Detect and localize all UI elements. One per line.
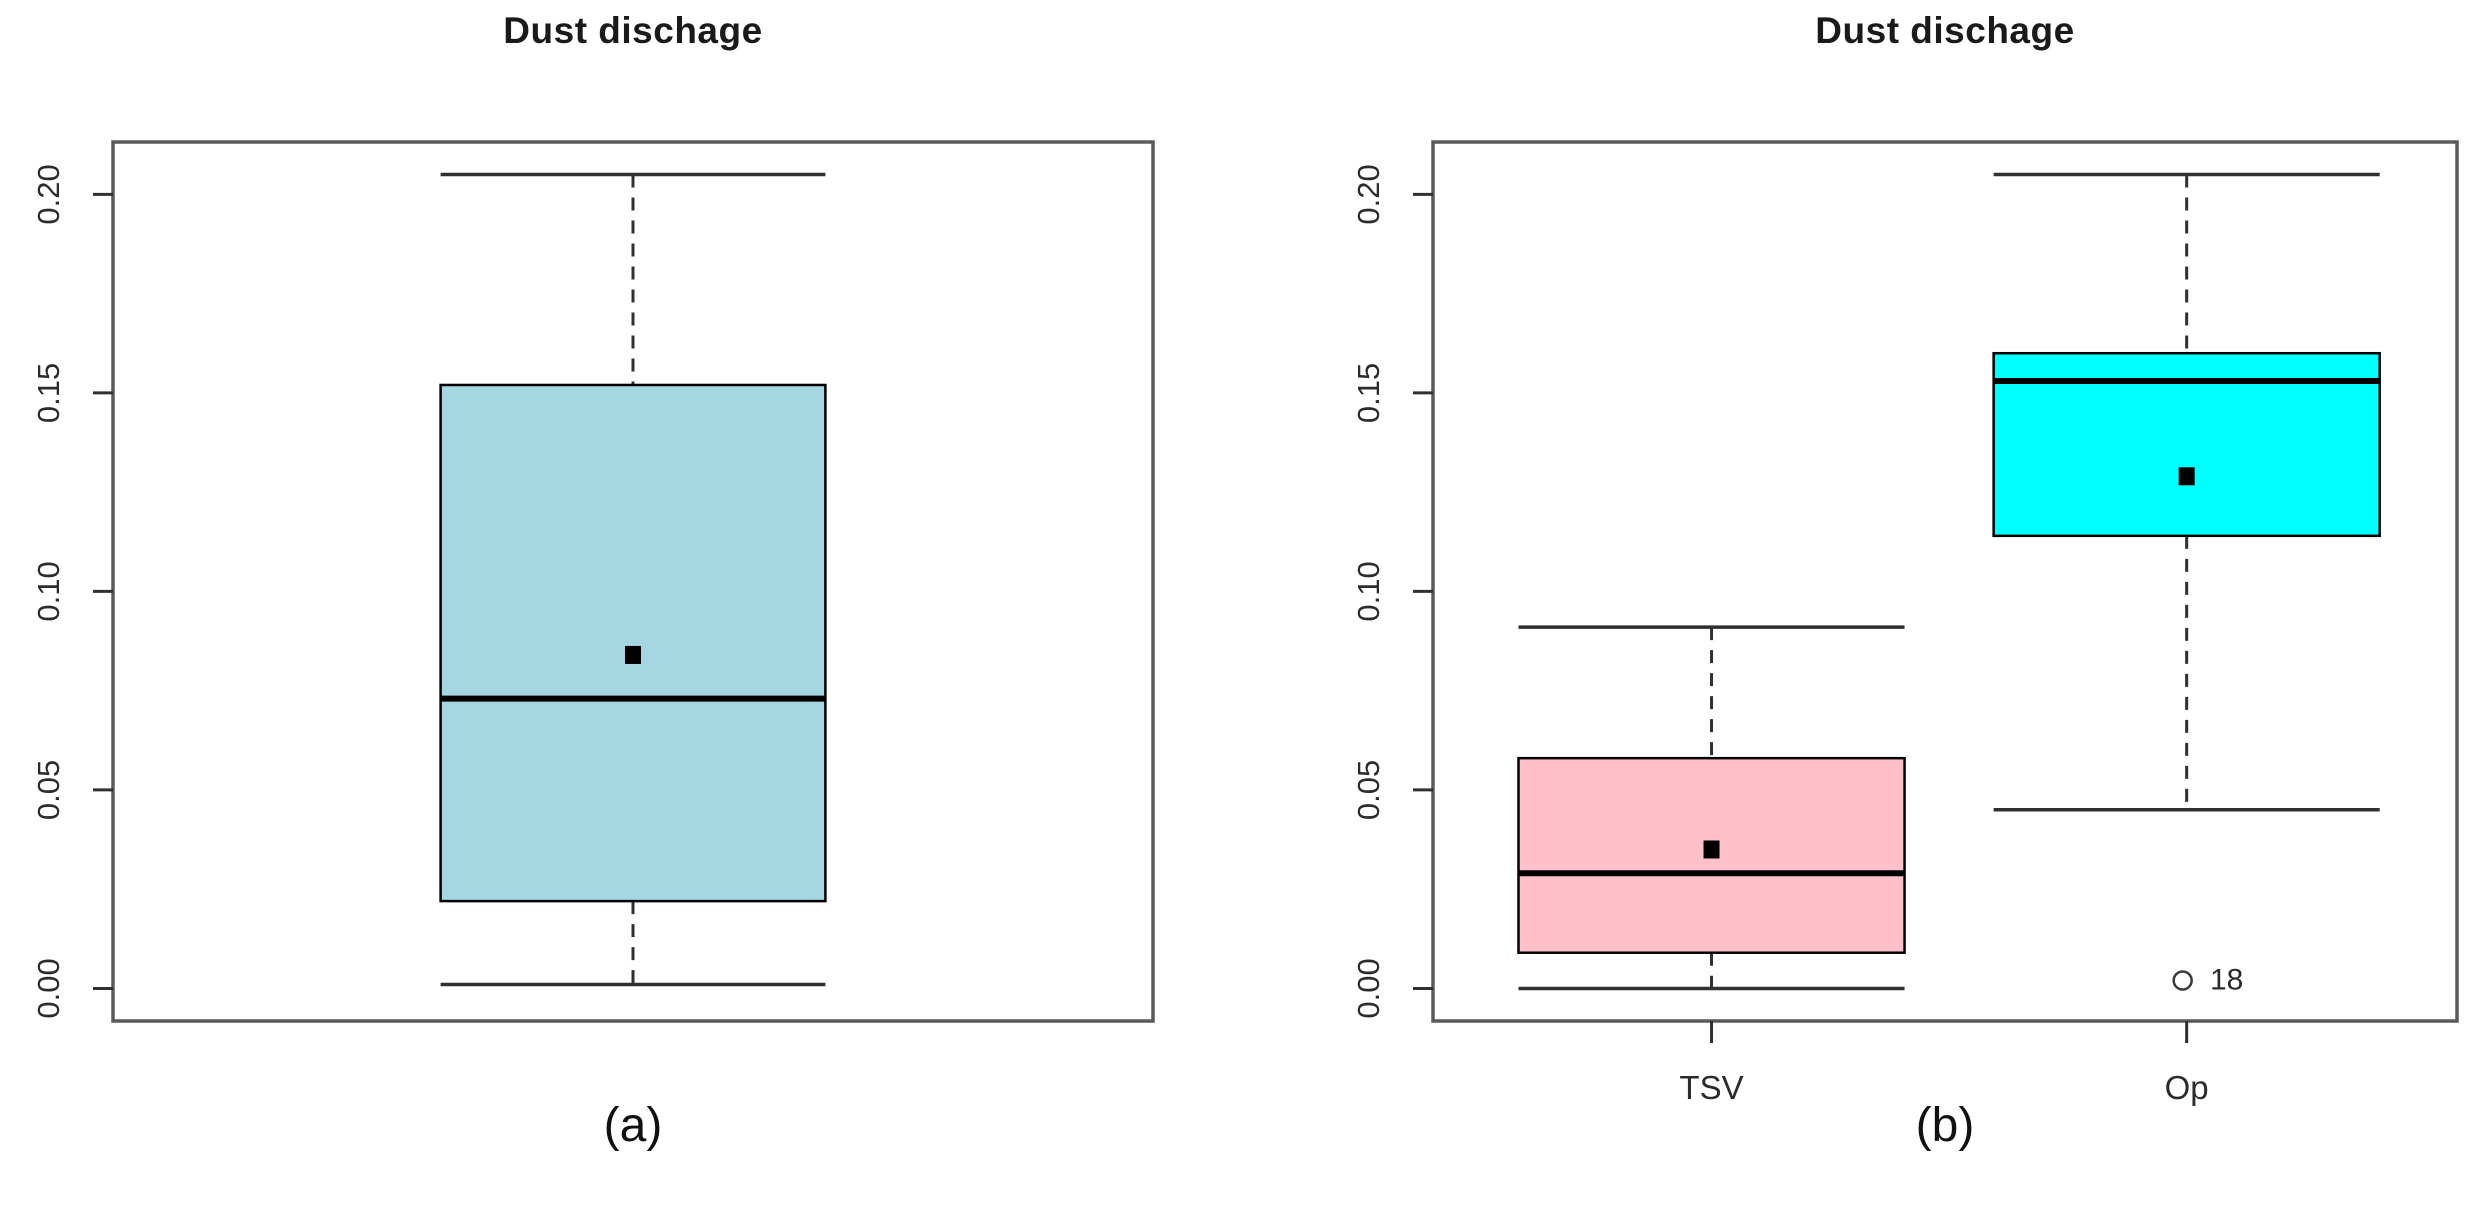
y-axis-tick-label: 0.10 bbox=[31, 561, 66, 621]
chart-b-title: Dust dischage bbox=[1815, 10, 2075, 51]
chart-a-plot-area: 0.00 0.05 0.10 0.15 0.20 bbox=[31, 140, 1155, 1023]
outlier-label: 18 bbox=[2210, 963, 2243, 996]
chart-a-title: Dust dischage bbox=[503, 10, 763, 51]
x-axis-tick-label: Op bbox=[2165, 1069, 2209, 1106]
y-axis-tick-label: 0.00 bbox=[31, 958, 66, 1018]
y-axis-tick-label: 0.15 bbox=[31, 363, 66, 423]
outlier-point bbox=[2172, 970, 2193, 991]
chart-b-caption: (b) bbox=[1915, 1099, 1975, 1152]
y-axis-tick-label: 0.15 bbox=[1351, 363, 1386, 423]
chart-a-caption: (a) bbox=[603, 1099, 663, 1152]
plot-frame bbox=[1431, 140, 2459, 1023]
plot-frame bbox=[111, 140, 1155, 1023]
mean-marker bbox=[2178, 467, 2195, 486]
x-axis-tick-label: TSV bbox=[1679, 1069, 1743, 1106]
y-axis-tick-label: 0.20 bbox=[1351, 164, 1386, 224]
y-axis-tick-label: 0.05 bbox=[1351, 760, 1386, 820]
iqr-box bbox=[439, 383, 827, 903]
y-axis-tick-label: 0.05 bbox=[31, 760, 66, 820]
y-axis-tick-label: 0.10 bbox=[1351, 561, 1386, 621]
chart-b-plot-area: 0.00 0.05 0.10 0.15 0.20 TSV 18 Op bbox=[1351, 140, 2459, 1106]
mean-marker bbox=[1703, 840, 1720, 859]
y-axis-tick-label: 0.00 bbox=[1351, 958, 1386, 1018]
mean-marker bbox=[625, 645, 641, 664]
y-axis-tick-label: 0.20 bbox=[31, 164, 66, 224]
